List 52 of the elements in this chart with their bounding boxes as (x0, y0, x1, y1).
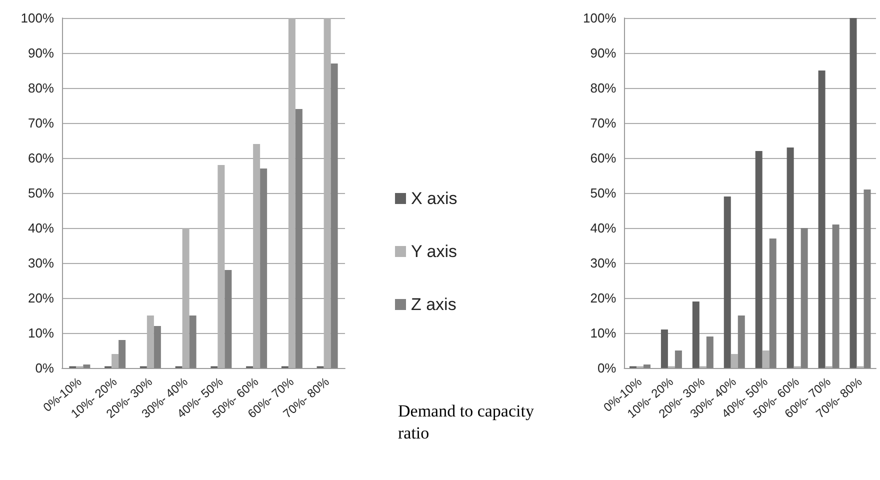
y-tick-label: 100% (20, 10, 54, 26)
y-tick-label: 10% (590, 326, 617, 340)
bar (660, 330, 668, 368)
bar (755, 151, 762, 368)
bar (850, 18, 857, 368)
bar (786, 148, 794, 368)
y-tick-label: 0% (35, 360, 54, 376)
bar (864, 190, 871, 368)
bar (724, 196, 731, 368)
bar (260, 168, 268, 368)
bar (154, 326, 161, 368)
legend-label: Z axis (411, 295, 456, 314)
x-axis-title: Demand to capacity ratio (398, 402, 538, 442)
y-tick-label: 90% (590, 46, 617, 60)
bar (224, 270, 232, 368)
bar (330, 64, 338, 368)
y-tick-label: 80% (28, 80, 54, 96)
y-tick-label: 40% (28, 220, 54, 236)
bar (295, 109, 302, 368)
bar (692, 302, 700, 368)
bar (769, 238, 776, 368)
bar (818, 70, 826, 368)
bar (118, 340, 126, 368)
bar (730, 354, 738, 368)
bar (738, 316, 745, 368)
y-tick-label: 50% (28, 186, 54, 200)
y-tick-label: 0% (597, 360, 617, 376)
legend-label: X axis (411, 189, 458, 208)
y-tick-label: 100% (583, 10, 617, 26)
y-tick-label: 70% (28, 116, 54, 130)
y-tick-label: 90% (28, 46, 54, 60)
y-tick-label: 10% (28, 326, 54, 340)
y-tick-label: 30% (590, 256, 617, 270)
bar (189, 316, 196, 368)
y-tick-label: 60% (590, 150, 617, 166)
y-tick-label: 60% (28, 150, 54, 166)
y-tick-label: 40% (590, 220, 617, 236)
y-tick-label: 50% (590, 186, 617, 200)
y-tick-label: 80% (590, 80, 617, 96)
y-tick-label: 30% (28, 256, 54, 270)
bar (83, 364, 90, 368)
bar (674, 350, 682, 368)
bar (112, 354, 119, 368)
bar (832, 224, 840, 368)
bar (643, 364, 650, 368)
bar (762, 350, 770, 368)
legend-label: Y axis (411, 242, 457, 261)
y-tick-label: 20% (28, 290, 54, 306)
bar (800, 228, 808, 368)
y-tick-label: 20% (590, 290, 617, 306)
bar (706, 336, 714, 368)
y-tick-label: 70% (590, 116, 617, 130)
